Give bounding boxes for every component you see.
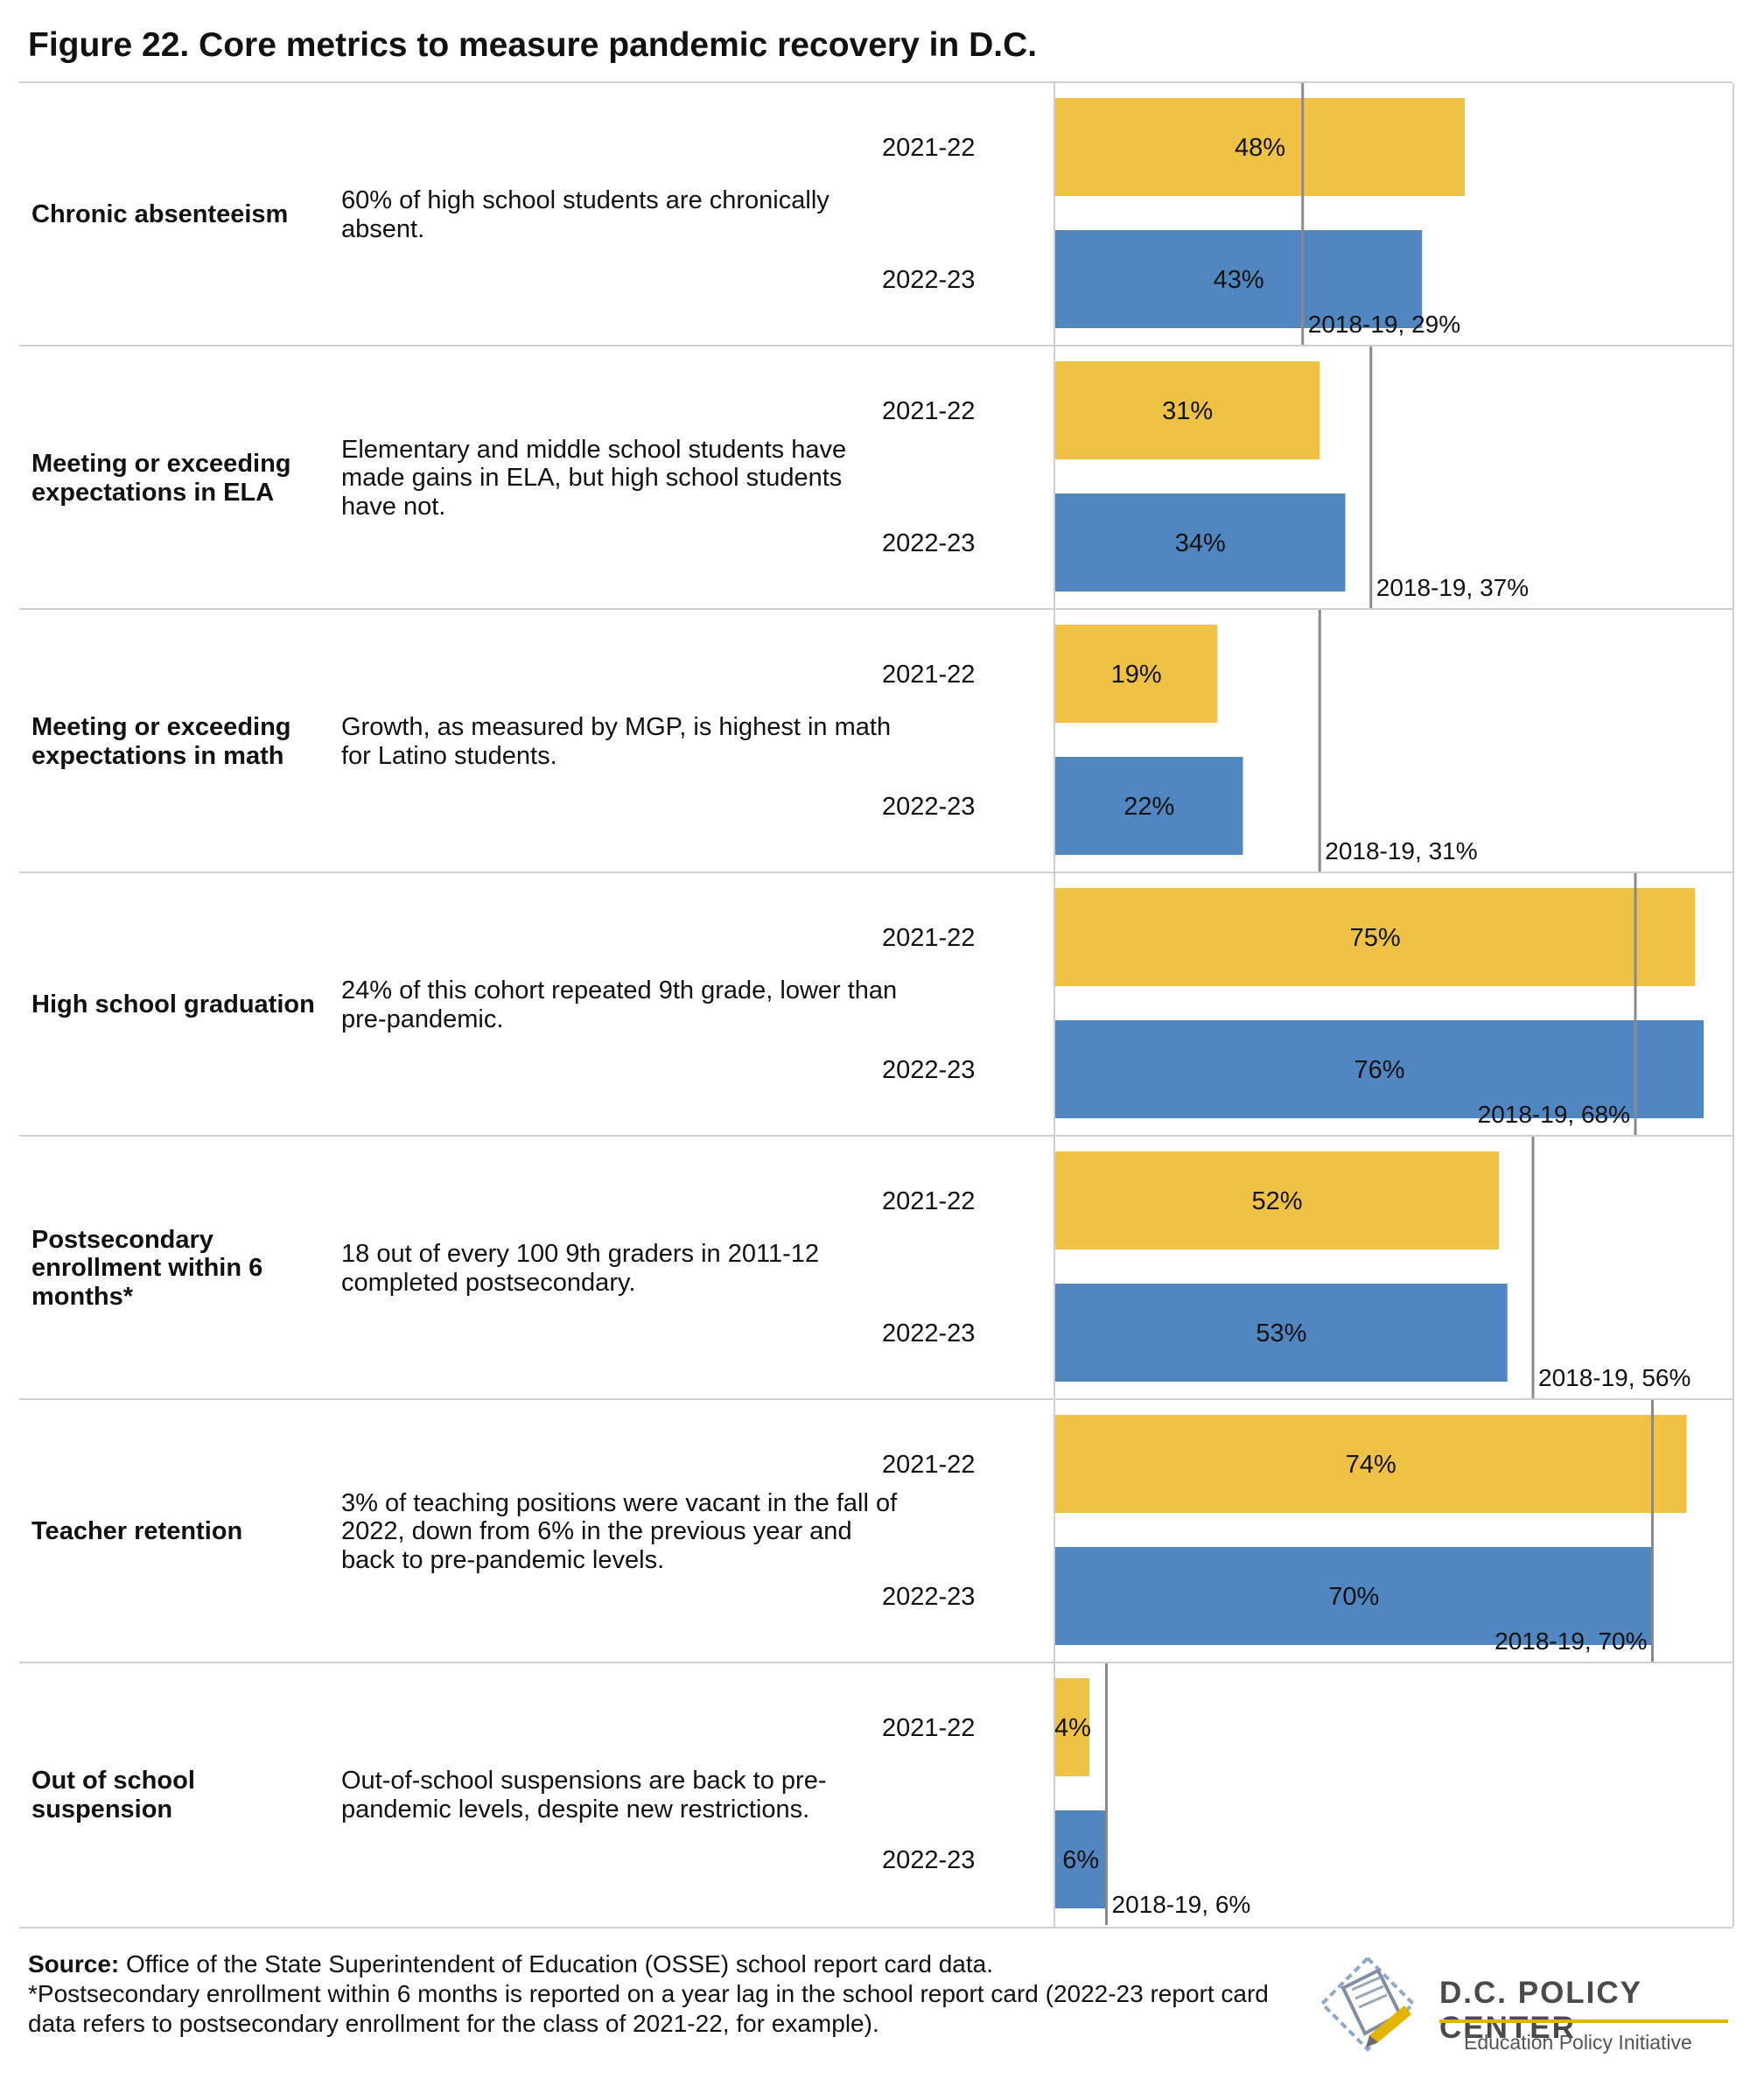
bar bbox=[1055, 1415, 1687, 1513]
data-label: 6% bbox=[1062, 1846, 1099, 1874]
metric-label: Teacher retention bbox=[32, 1517, 243, 1546]
column-divider bbox=[1732, 873, 1734, 1137]
column-divider bbox=[1054, 1400, 1055, 1663]
year-label: 2021-22 bbox=[882, 1187, 976, 1215]
year-label: 2022-23 bbox=[882, 1583, 976, 1611]
column-divider bbox=[1054, 346, 1055, 610]
column-divider bbox=[1054, 83, 1055, 346]
data-label: 22% bbox=[1124, 793, 1174, 821]
logo-name: D.C. POLICY CENTER bbox=[1439, 1976, 1642, 2045]
bar bbox=[1055, 230, 1423, 328]
year-label: 2021-22 bbox=[882, 924, 976, 952]
baseline-label: 2018-19, 56% bbox=[1538, 1364, 1690, 1391]
metric-note: 18 out of every 100 9th graders in 2011-… bbox=[341, 1240, 820, 1297]
column-divider bbox=[1054, 873, 1055, 1137]
bar bbox=[1055, 1152, 1499, 1250]
metric-note: Elementary and middle school students ha… bbox=[341, 435, 847, 521]
bar bbox=[1055, 98, 1465, 196]
column-divider bbox=[1054, 1137, 1055, 1400]
column-divider bbox=[1732, 1663, 1734, 1927]
source-note: Source: Office of the State Superintende… bbox=[28, 1950, 1270, 2039]
bar bbox=[1055, 1284, 1508, 1382]
metric-note: 3% of teaching positions were vacant in … bbox=[341, 1488, 898, 1574]
data-label: 19% bbox=[1111, 661, 1162, 689]
metrics-table: Chronic absenteeism 60% of high school st… bbox=[19, 81, 1734, 1928]
data-label: 48% bbox=[1235, 134, 1285, 162]
metric-label: Postsecondary enrollment within 6 months… bbox=[32, 1225, 263, 1311]
data-label: 75% bbox=[1350, 924, 1401, 952]
metric-note: 60% of high school students are chronica… bbox=[341, 186, 830, 243]
column-divider bbox=[1732, 83, 1734, 346]
year-label: 2022-23 bbox=[882, 793, 976, 821]
data-label: 76% bbox=[1354, 1056, 1404, 1084]
year-label: 2022-23 bbox=[882, 1846, 976, 1874]
data-label: 70% bbox=[1328, 1583, 1379, 1611]
metric-row: Out of school suspension Out-of-school su… bbox=[19, 1662, 1734, 1928]
metric-row: Teacher retention 3% of teaching position… bbox=[19, 1398, 1734, 1663]
baseline-label: 2018-19, 68% bbox=[1478, 1101, 1630, 1128]
baseline-label: 2018-19, 70% bbox=[1494, 1628, 1647, 1655]
baseline-label: 2018-19, 29% bbox=[1308, 311, 1460, 338]
metric-row: Chronic absenteeism 60% of high school st… bbox=[19, 81, 1734, 346]
data-label: 4% bbox=[1054, 1714, 1091, 1742]
metric-note: Out-of-school suspensions are back to pr… bbox=[341, 1767, 827, 1824]
baseline-label: 2018-19, 37% bbox=[1376, 574, 1529, 601]
logo-rule bbox=[1439, 2020, 1728, 2023]
metric-label: Meeting or exceeding expectations in mat… bbox=[32, 713, 291, 770]
data-label: 31% bbox=[1162, 397, 1213, 425]
column-divider bbox=[1732, 1400, 1734, 1663]
data-label: 52% bbox=[1251, 1187, 1302, 1215]
source-text: Office of the State Superintendent of Ed… bbox=[119, 1950, 993, 1978]
year-label: 2021-22 bbox=[882, 397, 976, 425]
bar bbox=[1055, 888, 1696, 986]
column-divider bbox=[1732, 610, 1734, 873]
metric-label: High school graduation bbox=[32, 990, 315, 1019]
column-divider bbox=[1054, 610, 1055, 873]
bar bbox=[1055, 757, 1243, 855]
dc-map-pen-icon bbox=[1320, 1956, 1416, 2052]
metric-note: Growth, as measured by MGP, is highest i… bbox=[341, 713, 892, 770]
metric-label: Out of school suspension bbox=[32, 1767, 195, 1824]
bar bbox=[1055, 1020, 1704, 1118]
column-divider bbox=[1732, 1137, 1734, 1400]
source-label: Source: bbox=[28, 1950, 120, 1978]
baseline-label: 2018-19, 6% bbox=[1112, 1891, 1251, 1918]
metric-label: Chronic absenteeism bbox=[32, 200, 289, 229]
footnote-text: *Postsecondary enrollment within 6 month… bbox=[28, 1980, 1269, 2038]
metric-label: Meeting or exceeding expectations in ELA bbox=[32, 450, 291, 507]
metric-row: Meeting or exceeding expectations in ELA… bbox=[19, 345, 1734, 610]
year-label: 2021-22 bbox=[882, 1714, 976, 1742]
dc-policy-center-logo: D.C. POLICY CENTER Education Policy Init… bbox=[1317, 1950, 1737, 2072]
year-label: 2021-22 bbox=[882, 1451, 976, 1479]
baseline-label: 2018-19, 31% bbox=[1325, 837, 1477, 864]
data-label: 34% bbox=[1175, 529, 1226, 557]
bar bbox=[1055, 625, 1218, 723]
figure-title: Figure 22. Core metrics to measure pande… bbox=[28, 26, 1038, 64]
bar bbox=[1055, 1547, 1653, 1645]
data-label: 53% bbox=[1256, 1320, 1306, 1348]
column-divider bbox=[1054, 1663, 1055, 1927]
column-divider bbox=[1732, 346, 1734, 610]
year-label: 2022-23 bbox=[882, 1320, 976, 1348]
metric-row: Meeting or exceeding expectations in mat… bbox=[19, 608, 1734, 873]
metric-row: Postsecondary enrollment within 6 months… bbox=[19, 1135, 1734, 1400]
year-label: 2021-22 bbox=[882, 661, 976, 689]
year-label: 2022-23 bbox=[882, 1056, 976, 1084]
data-label: 43% bbox=[1214, 266, 1264, 294]
metric-row: High school graduation 24% of this cohort… bbox=[19, 872, 1734, 1137]
bar bbox=[1055, 1678, 1089, 1776]
logo-subtitle: Education Policy Initiative bbox=[1464, 2031, 1692, 2054]
year-label: 2022-23 bbox=[882, 266, 976, 294]
bar bbox=[1055, 361, 1320, 459]
year-label: 2022-23 bbox=[882, 529, 976, 557]
year-label: 2021-22 bbox=[882, 134, 976, 162]
bar bbox=[1055, 494, 1346, 592]
bar bbox=[1055, 1810, 1107, 1908]
metric-note: 24% of this cohort repeated 9th grade, l… bbox=[341, 976, 898, 1033]
data-label: 74% bbox=[1346, 1451, 1396, 1479]
